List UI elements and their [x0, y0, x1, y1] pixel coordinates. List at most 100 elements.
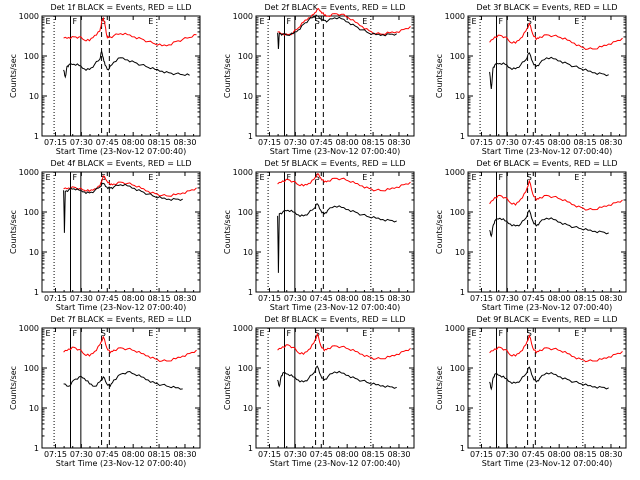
y-tick-label: 1 [460, 444, 465, 453]
marker-label: E [362, 17, 367, 26]
marker-label: F [499, 17, 504, 26]
y-tick-label: 100 [450, 208, 465, 217]
chart-panel-3: Det 3f BLACK = Events, RED = LLD 1 10 100 10… [435, 3, 627, 156]
series-line-lld [489, 179, 623, 211]
x-tick-label: 08:30 [387, 138, 410, 147]
chart-title: Det 4f BLACK = Events, RED = LLD [50, 159, 191, 168]
y-tick-label: 1 [460, 132, 465, 141]
x-tick-label: 07:30 [284, 450, 307, 459]
x-tick-label: 07:45 [96, 138, 119, 147]
x-tick-label: 07:45 [96, 450, 119, 459]
marker-label: E [46, 329, 51, 338]
y-tick-label: 1000 [445, 324, 465, 333]
y-axis-label: Counts/sec [435, 366, 444, 410]
y-axis-label: Counts/sec [223, 210, 232, 254]
x-tick-label: 07:30 [284, 294, 307, 303]
y-tick-label: 10 [29, 92, 39, 101]
marker-label: E [46, 17, 51, 26]
marker-label: E [260, 17, 265, 26]
x-tick-label: 07:45 [522, 450, 545, 459]
y-tick-label: 10 [455, 248, 465, 257]
y-tick-label: 1 [34, 444, 39, 453]
x-tick-label: 07:30 [496, 138, 519, 147]
series-line-events [277, 14, 397, 50]
y-tick-label: 1000 [445, 12, 465, 21]
y-tick-label: 100 [238, 364, 253, 373]
marker-label: E [574, 17, 579, 26]
y-tick-label: 10 [243, 248, 253, 257]
marker-label: E [260, 329, 265, 338]
x-tick-label: 08:15 [148, 294, 171, 303]
y-tick-label: 100 [24, 208, 39, 217]
chart-panel-7: Det 7f BLACK = Events, RED = LLD 1 10 100 10… [9, 315, 201, 468]
x-tick-label: 08:00 [122, 450, 145, 459]
y-tick-label: 1000 [233, 324, 253, 333]
y-tick-label: 1000 [233, 168, 253, 177]
chart-title: Det 1f BLACK = Events, RED = LLD [50, 3, 191, 12]
x-tick-label: 07:15 [44, 138, 67, 147]
x-tick-label: 08:15 [362, 138, 385, 147]
series-line-lld [63, 16, 197, 47]
marker-label: E [472, 17, 477, 26]
y-axis-label: Counts/sec [223, 366, 232, 410]
y-tick-label: 1 [34, 132, 39, 141]
x-axis-label: Start Time (23-Nov-12 07:00:40) [270, 459, 400, 468]
y-tick-label: 100 [24, 364, 39, 373]
marker-label: E [148, 329, 153, 338]
marker-label: E [148, 17, 153, 26]
marker-label: E [472, 329, 477, 338]
plot-frame [467, 15, 627, 137]
series-line-lld [277, 7, 411, 36]
marker-label: E [362, 329, 367, 338]
y-tick-label: 1000 [19, 168, 39, 177]
x-tick-label: 08:15 [148, 450, 171, 459]
x-axis-label: Start Time (23-Nov-12 07:00:40) [482, 459, 612, 468]
y-tick-label: 1 [248, 288, 253, 297]
x-tick-label: 07:15 [470, 138, 493, 147]
series-line-lld [489, 22, 623, 51]
x-tick-label: 07:15 [470, 450, 493, 459]
x-tick-label: 08:30 [173, 294, 196, 303]
y-axis-label: Counts/sec [9, 366, 18, 410]
y-tick-label: 10 [29, 248, 39, 257]
y-axis-label: Counts/sec [9, 210, 18, 254]
marker-label: S [527, 17, 532, 26]
plot-frame [255, 171, 415, 293]
y-tick-label: 1000 [19, 12, 39, 21]
marker-label: E [362, 173, 367, 182]
x-tick-label: 07:30 [70, 450, 93, 459]
x-tick-label: 08:00 [336, 138, 359, 147]
x-tick-label: 07:15 [258, 450, 281, 459]
x-axis-label: Start Time (23-Nov-12 07:00:40) [482, 147, 612, 156]
series-line-lld [63, 175, 197, 197]
y-tick-label: 1 [248, 444, 253, 453]
marker-label: S [527, 329, 532, 338]
x-tick-label: 08:30 [387, 450, 410, 459]
y-tick-label: 1 [460, 288, 465, 297]
x-tick-label: 08:15 [574, 450, 597, 459]
plot-frame [255, 327, 415, 449]
chart-title: Det 5f BLACK = Events, RED = LLD [264, 159, 405, 168]
y-axis-label: Counts/sec [9, 54, 18, 98]
x-axis-label: Start Time (23-Nov-12 07:00:40) [270, 147, 400, 156]
y-axis-label: Counts/sec [223, 54, 232, 98]
x-tick-label: 07:30 [284, 138, 307, 147]
series-line-events [63, 182, 183, 233]
marker-label: E [148, 173, 153, 182]
x-tick-label: 07:45 [522, 294, 545, 303]
x-tick-label: 08:30 [599, 294, 622, 303]
y-tick-label: 100 [450, 364, 465, 373]
y-tick-label: 1000 [19, 324, 39, 333]
x-axis-label: Start Time (23-Nov-12 07:00:40) [56, 147, 186, 156]
series-line-events [63, 370, 183, 390]
series-line-events [277, 203, 397, 273]
plot-frame [41, 327, 201, 449]
plot-frame [41, 15, 201, 137]
plot-frame [467, 171, 627, 293]
x-tick-label: 08:30 [173, 138, 196, 147]
marker-label: F [73, 173, 78, 182]
y-tick-label: 100 [238, 208, 253, 217]
y-tick-label: 100 [24, 52, 39, 61]
x-tick-label: 08:00 [548, 294, 571, 303]
